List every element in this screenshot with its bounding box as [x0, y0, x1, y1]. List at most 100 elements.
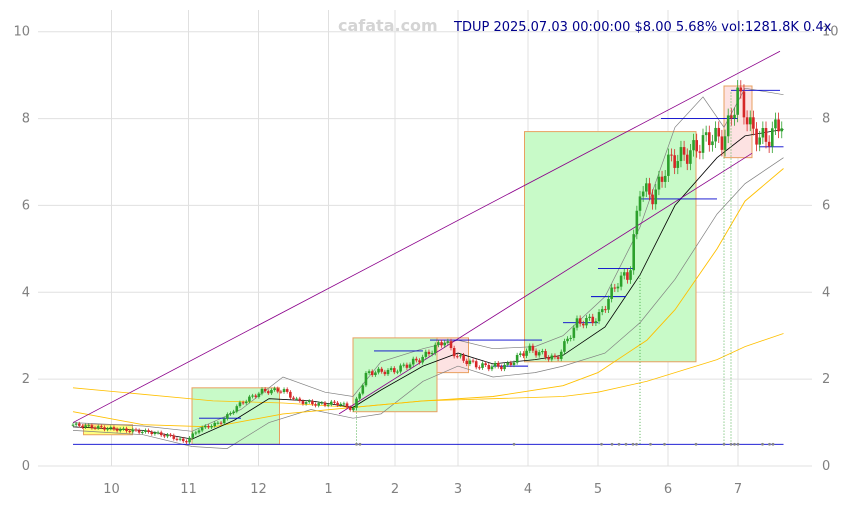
candle-body	[109, 427, 113, 429]
candle-body	[339, 403, 343, 406]
candle-body	[582, 323, 585, 326]
candle-body	[481, 363, 484, 368]
candle-body	[764, 128, 768, 142]
candle-body	[638, 196, 642, 211]
candle-body	[374, 372, 377, 376]
candle-body	[370, 371, 374, 376]
candle-body	[610, 287, 613, 299]
candle-body	[512, 362, 516, 365]
candle-body	[443, 342, 446, 346]
candle-body	[755, 128, 758, 145]
signal-dot	[663, 442, 666, 446]
signal-dot	[768, 442, 771, 446]
candle-body	[263, 388, 267, 392]
candle-body	[207, 425, 210, 428]
candle-body	[418, 360, 421, 363]
candle-body	[752, 117, 755, 129]
candle-body	[298, 398, 302, 402]
candle-body	[588, 316, 591, 318]
x-tick-label: 7	[734, 482, 742, 497]
candle-body	[399, 365, 402, 372]
candle-body	[704, 132, 708, 136]
candle-body	[352, 407, 355, 410]
candle-body	[531, 345, 535, 351]
candle-body	[456, 356, 459, 358]
y-tick-label-left: 4	[22, 285, 30, 300]
y-tick-label-right: 4	[822, 285, 830, 300]
signal-dot	[631, 442, 635, 446]
candle-body	[188, 437, 191, 443]
candle-body	[333, 401, 336, 403]
candle-body	[616, 286, 620, 289]
candle-body	[739, 87, 743, 92]
candle-body	[260, 388, 264, 394]
candle-body	[635, 210, 639, 235]
candle-body	[405, 364, 409, 368]
candle-body	[320, 402, 324, 404]
candle-body	[685, 154, 689, 164]
candle-body	[519, 353, 522, 355]
candle-body	[676, 161, 680, 168]
signal-dot	[729, 442, 733, 446]
candle-body	[682, 147, 686, 155]
signal-dot	[358, 442, 362, 446]
candle-body	[490, 366, 494, 370]
signal-dot	[624, 442, 628, 446]
candle-body	[427, 351, 431, 355]
candle-body	[537, 352, 541, 356]
candle-body	[465, 360, 469, 365]
y-tick-label-left: 8	[22, 112, 30, 127]
candle-body	[90, 425, 94, 428]
candle-body	[701, 135, 705, 153]
candle-body	[736, 87, 739, 115]
candle-body	[723, 136, 727, 150]
candle-body	[304, 402, 308, 404]
candle-body	[380, 368, 383, 372]
candle-body	[106, 428, 109, 430]
candle-body	[622, 272, 626, 276]
candle-body	[553, 355, 557, 358]
candle-body	[169, 434, 172, 436]
ma-slow-line	[72, 333, 784, 408]
candle-body	[478, 367, 481, 369]
candle-body	[780, 128, 784, 132]
signal-dot	[635, 442, 638, 446]
trend-line	[72, 50, 781, 423]
signal-dot	[600, 442, 603, 446]
candle-body	[226, 414, 229, 419]
candle-body	[522, 353, 525, 356]
candle-body	[216, 422, 220, 424]
candle-body	[289, 391, 292, 398]
candle-body	[437, 342, 440, 345]
band-lower-line	[72, 157, 784, 449]
candle-body	[748, 117, 752, 125]
candle-body	[248, 396, 251, 402]
candle-body	[619, 275, 623, 287]
candle-body	[767, 141, 771, 147]
candle-body	[446, 341, 450, 343]
candle-body	[103, 427, 106, 430]
candle-body	[629, 270, 632, 280]
band-upper-line	[72, 87, 784, 432]
candle-body	[342, 403, 346, 405]
candles	[71, 80, 784, 445]
candle-body	[238, 402, 242, 407]
candle-body	[459, 355, 462, 357]
candle-body	[270, 390, 273, 394]
candle-body	[276, 388, 280, 392]
watermark: cafata.com	[338, 16, 438, 35]
candle-body	[777, 119, 780, 132]
candle-body	[402, 364, 406, 366]
signal-markers	[355, 92, 775, 446]
candle-body	[326, 404, 330, 406]
candle-body	[774, 119, 777, 129]
candle-body	[503, 364, 506, 370]
candle-body	[251, 395, 254, 397]
candle-body	[147, 430, 150, 432]
candle-body	[267, 391, 270, 394]
candle-body	[424, 351, 428, 357]
candle-body	[663, 175, 667, 182]
candle-body	[134, 429, 138, 431]
candle-body	[159, 432, 163, 436]
candle-body	[81, 425, 84, 428]
